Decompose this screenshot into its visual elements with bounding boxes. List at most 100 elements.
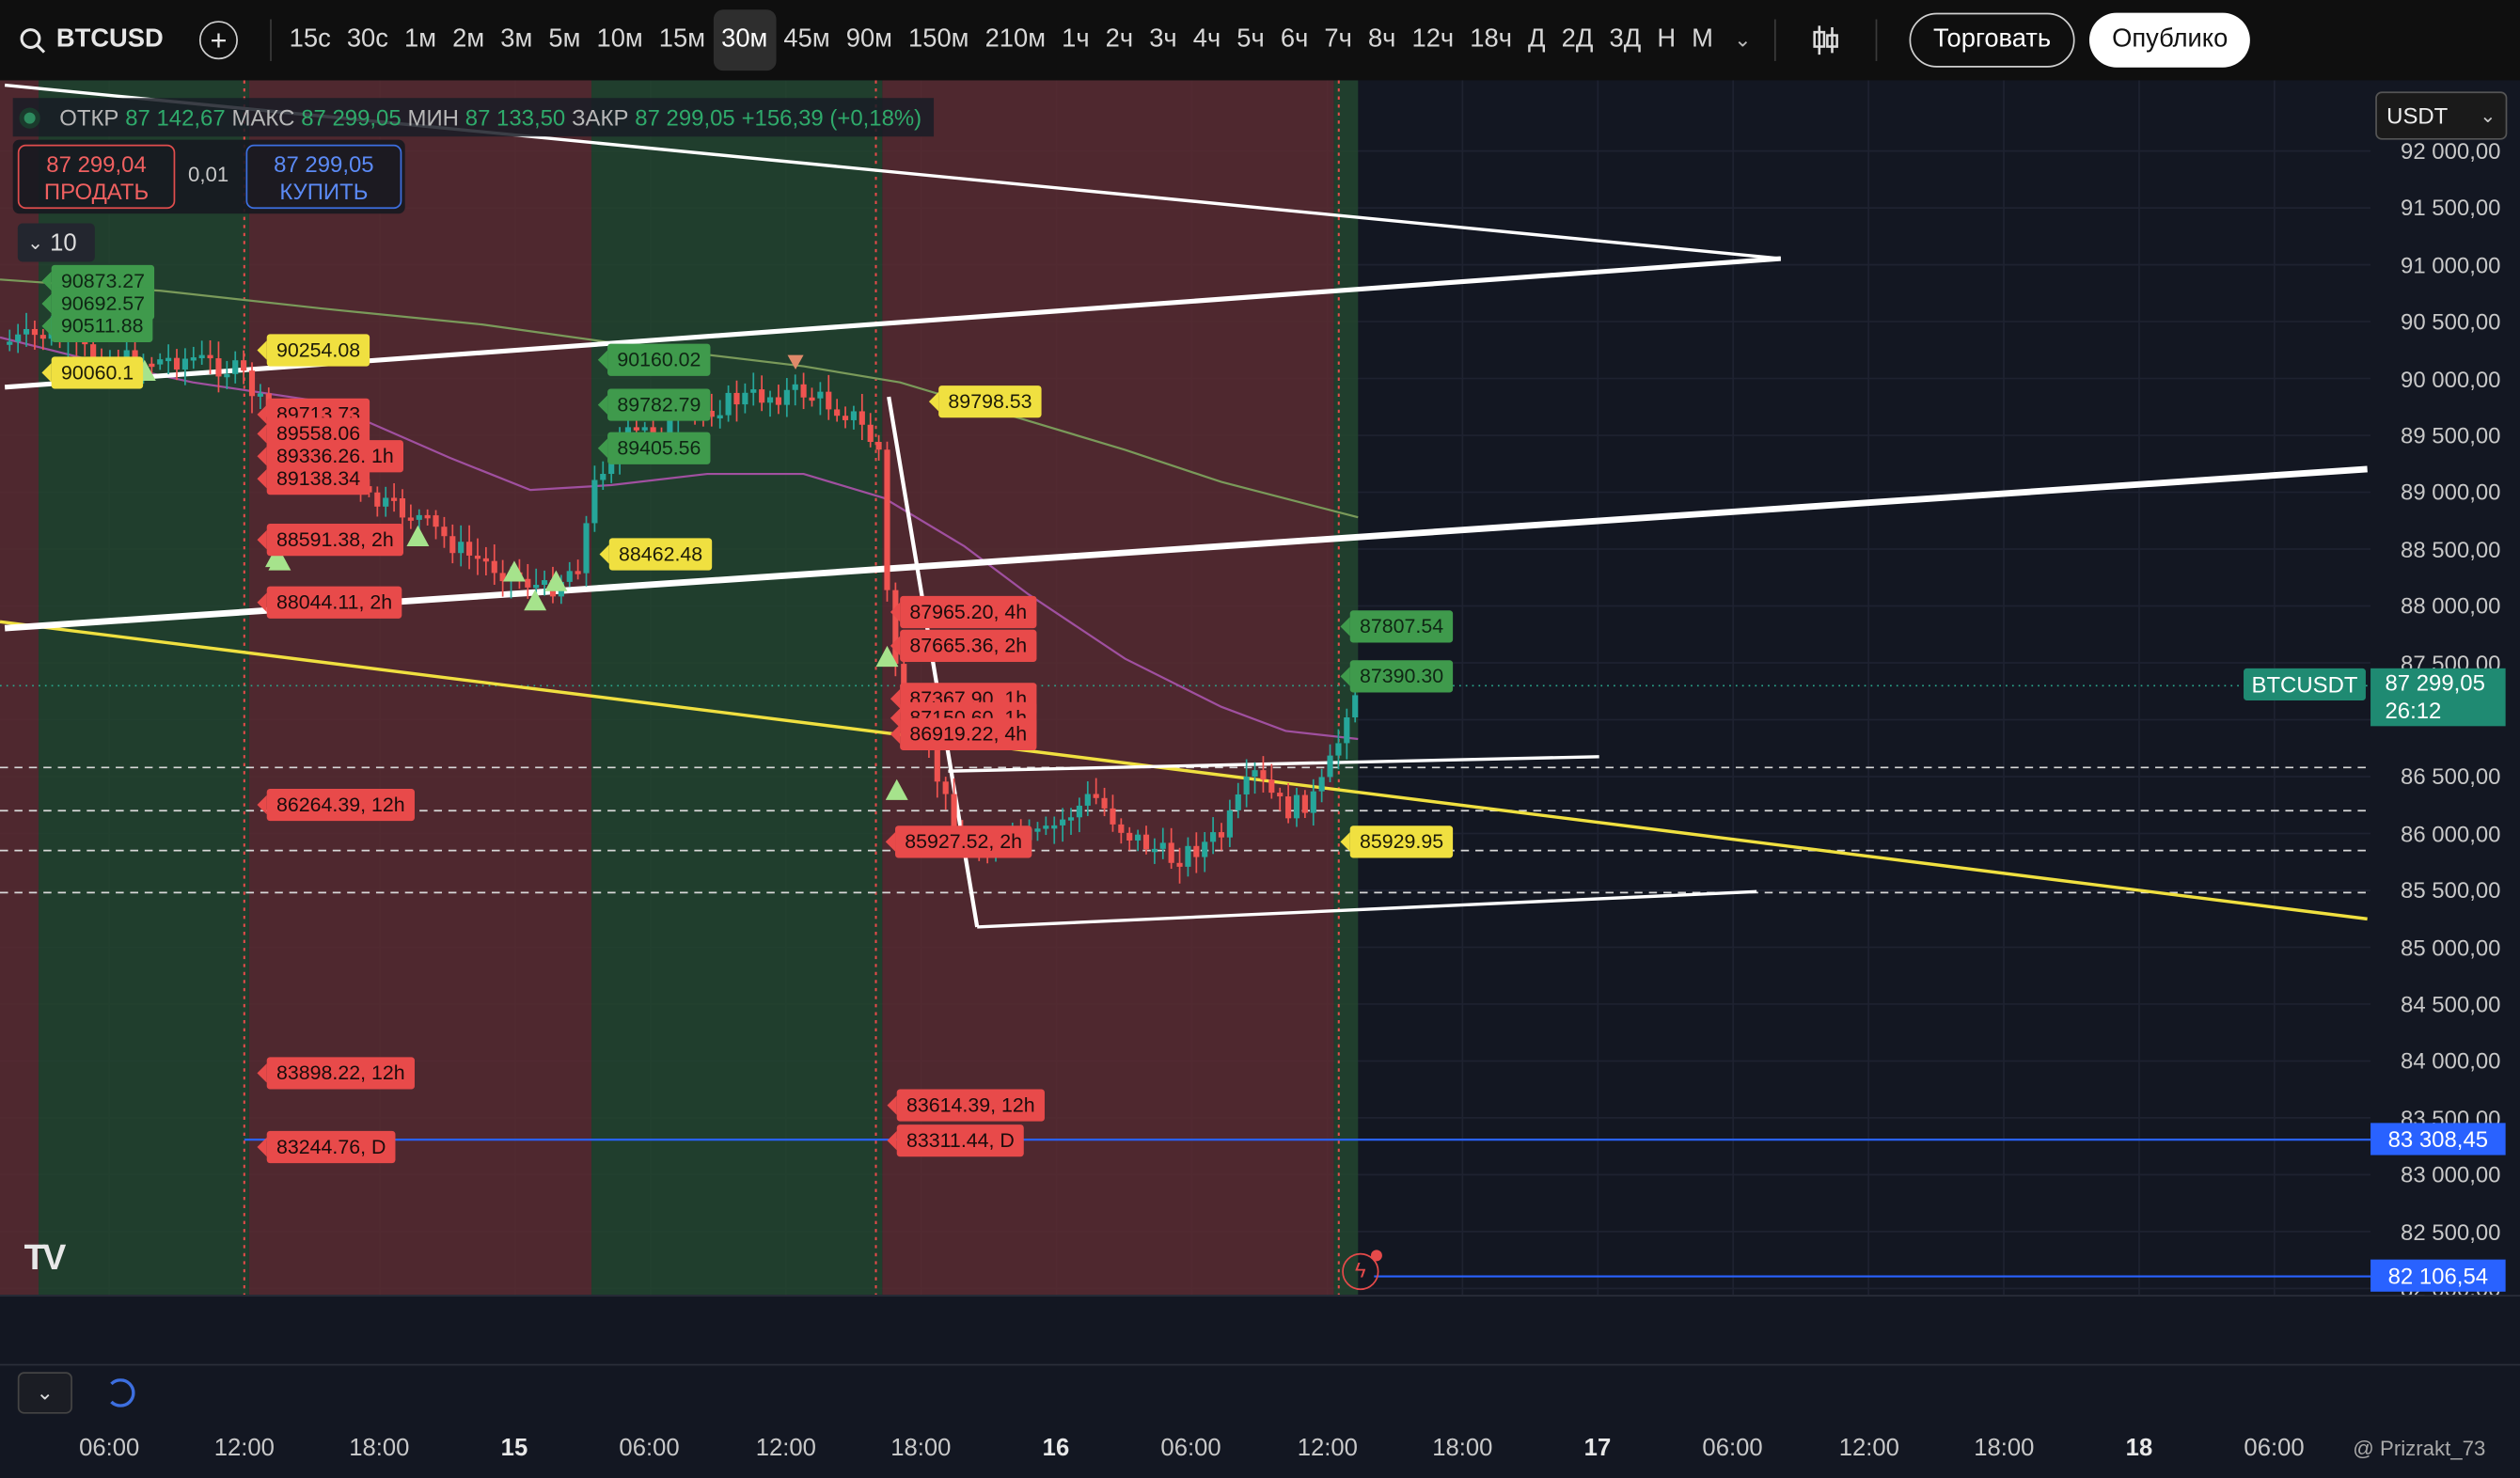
interval-5[interactable]: 5м: [548, 25, 581, 54]
interval-26[interactable]: Н: [1657, 25, 1677, 54]
interval-10[interactable]: 90м: [845, 25, 892, 54]
interval-9[interactable]: 45м: [783, 25, 830, 54]
candle-body: [416, 514, 422, 520]
interval-3[interactable]: 2м: [452, 25, 485, 54]
candle-body: [775, 397, 782, 405]
interval-11[interactable]: 150м: [908, 25, 969, 54]
signal-up-icon: [875, 645, 899, 668]
candle-body: [633, 427, 639, 431]
open-value: 87 142,67: [125, 104, 226, 131]
interval-7[interactable]: 15м: [658, 25, 706, 54]
price-tick: 90 500,00: [2401, 308, 2501, 335]
candle-body: [591, 480, 598, 524]
price-tick: 90 000,00: [2401, 365, 2501, 392]
indicator-tag: 90060.1: [41, 356, 144, 389]
symbol-search[interactable]: BTCUSD: [0, 25, 197, 55]
interval-14[interactable]: 2ч: [1105, 25, 1134, 54]
candle-body: [1110, 808, 1116, 825]
candle-body: [1067, 817, 1075, 821]
currency-select[interactable]: USDT ⌄: [2375, 91, 2508, 140]
indicators-toggle[interactable]: ⌄ 10: [17, 223, 95, 262]
candle-body: [232, 360, 239, 374]
bottom-controls: ⌄: [0, 1365, 2520, 1420]
candle-body: [725, 392, 732, 416]
trade-button[interactable]: Торговать: [1909, 12, 2075, 68]
interval-15[interactable]: 3ч: [1149, 25, 1177, 54]
price-axis[interactable]: 92 000,00 91 500,00 91 000,00 90 500,00 90 0…: [2370, 80, 2520, 1301]
interval-1[interactable]: 30с: [346, 25, 388, 54]
chevron-down-icon[interactable]: ⌄: [1734, 27, 1752, 52]
indicator-tag: 88462.48: [599, 538, 713, 571]
interval-21[interactable]: 12ч: [1411, 25, 1455, 54]
interval-17[interactable]: 5ч: [1236, 25, 1265, 54]
candle-body: [834, 409, 841, 417]
candle-body: [934, 747, 940, 782]
interval-6[interactable]: 10м: [596, 25, 643, 54]
candle-body: [1202, 841, 1208, 857]
interval-24[interactable]: 2Д: [1561, 25, 1594, 54]
tradingview-logo[interactable]: TV: [24, 1236, 67, 1278]
candle-body: [842, 416, 849, 420]
interval-27[interactable]: М: [1692, 25, 1713, 54]
price-tick: 88 000,00: [2401, 592, 2501, 620]
price-chart[interactable]: 90873.27 90692.57 90511.88 90060.1 90254.08 8…: [0, 80, 2520, 1301]
close-value: 87 299,05: [635, 104, 735, 131]
candle-body: [248, 370, 256, 397]
candle-body: [742, 392, 748, 405]
visibility-icon[interactable]: [19, 106, 40, 128]
indicator-tag: 89798.53: [928, 385, 1042, 418]
interval-25[interactable]: 3Д: [1609, 25, 1642, 54]
candle-body: [241, 360, 247, 371]
candle-body: [31, 328, 38, 336]
buy-button[interactable]: 87 299,05 КУПИТЬ: [245, 144, 402, 210]
interval-23[interactable]: Д: [1528, 25, 1546, 54]
candle-body: [1310, 791, 1316, 813]
time-tick: 06:00: [2244, 1434, 2305, 1462]
interval-list: 15с 30с 1м 2м 3м 5м 10м 15м 30м 45м 90м 150м 210м 1ч 2…: [281, 9, 1721, 71]
spread-value: 0,01: [187, 162, 229, 187]
low-label: МИН: [407, 104, 459, 131]
author-credit: @ Prizrakt_73: [2353, 1436, 2486, 1461]
interval-2[interactable]: 1м: [404, 25, 437, 54]
interval-16[interactable]: 4ч: [1192, 25, 1221, 54]
candle-body: [1268, 779, 1275, 794]
candle-body: [198, 354, 205, 359]
candle-body: [1318, 777, 1325, 792]
price-tick: 88 500,00: [2401, 536, 2501, 562]
sell-button[interactable]: 87 299,04 ПРОДАТЬ: [17, 144, 176, 210]
candle-body: [525, 578, 531, 588]
publish-button[interactable]: Опублико: [2089, 12, 2251, 68]
candle-body: [1034, 828, 1041, 832]
indicator-tag: 83898.22, 12h: [257, 1057, 415, 1090]
indicator-tag: 87965.20, 4h: [890, 595, 1037, 629]
interval-8[interactable]: 30м: [713, 9, 776, 71]
interval-13[interactable]: 1ч: [1062, 25, 1090, 54]
candle-body: [667, 416, 673, 435]
candle-body: [650, 427, 656, 434]
alert-bolt-icon[interactable]: ϟ: [1342, 1250, 1382, 1291]
candle-body: [424, 514, 431, 519]
candles-icon[interactable]: [1808, 23, 1844, 58]
collapse-panel-button[interactable]: ⌄: [17, 1372, 72, 1414]
interval-20[interactable]: 8ч: [1367, 25, 1396, 54]
interval-4[interactable]: 3м: [500, 25, 533, 54]
interval-19[interactable]: 7ч: [1324, 25, 1352, 54]
chart-canvas[interactable]: [0, 80, 2520, 1296]
candle-body: [1084, 794, 1091, 806]
interval-22[interactable]: 18ч: [1470, 25, 1512, 54]
indicator-tag: 83311.44, D: [887, 1124, 1025, 1157]
search-icon: [20, 27, 46, 53]
interval-18[interactable]: 6ч: [1280, 25, 1309, 54]
sync-icon[interactable]: [105, 1378, 135, 1407]
candle-body: [884, 449, 890, 590]
time-tick: 18:00: [349, 1434, 410, 1462]
indicator-tag: 88044.11, 2h: [257, 586, 402, 619]
interval-0[interactable]: 15с: [289, 25, 331, 54]
time-axis[interactable]: 06:00 12:00 18:00 15 06:00 12:00 18:00 16 06:00 1…: [0, 1420, 2520, 1478]
candle-body: [566, 571, 573, 582]
compare-add-icon[interactable]: +: [198, 21, 238, 60]
candle-body: [1243, 777, 1250, 794]
open-label: ОТКР: [59, 104, 119, 131]
bar-countdown: 26:12: [2385, 697, 2442, 723]
interval-12[interactable]: 210м: [984, 25, 1047, 54]
